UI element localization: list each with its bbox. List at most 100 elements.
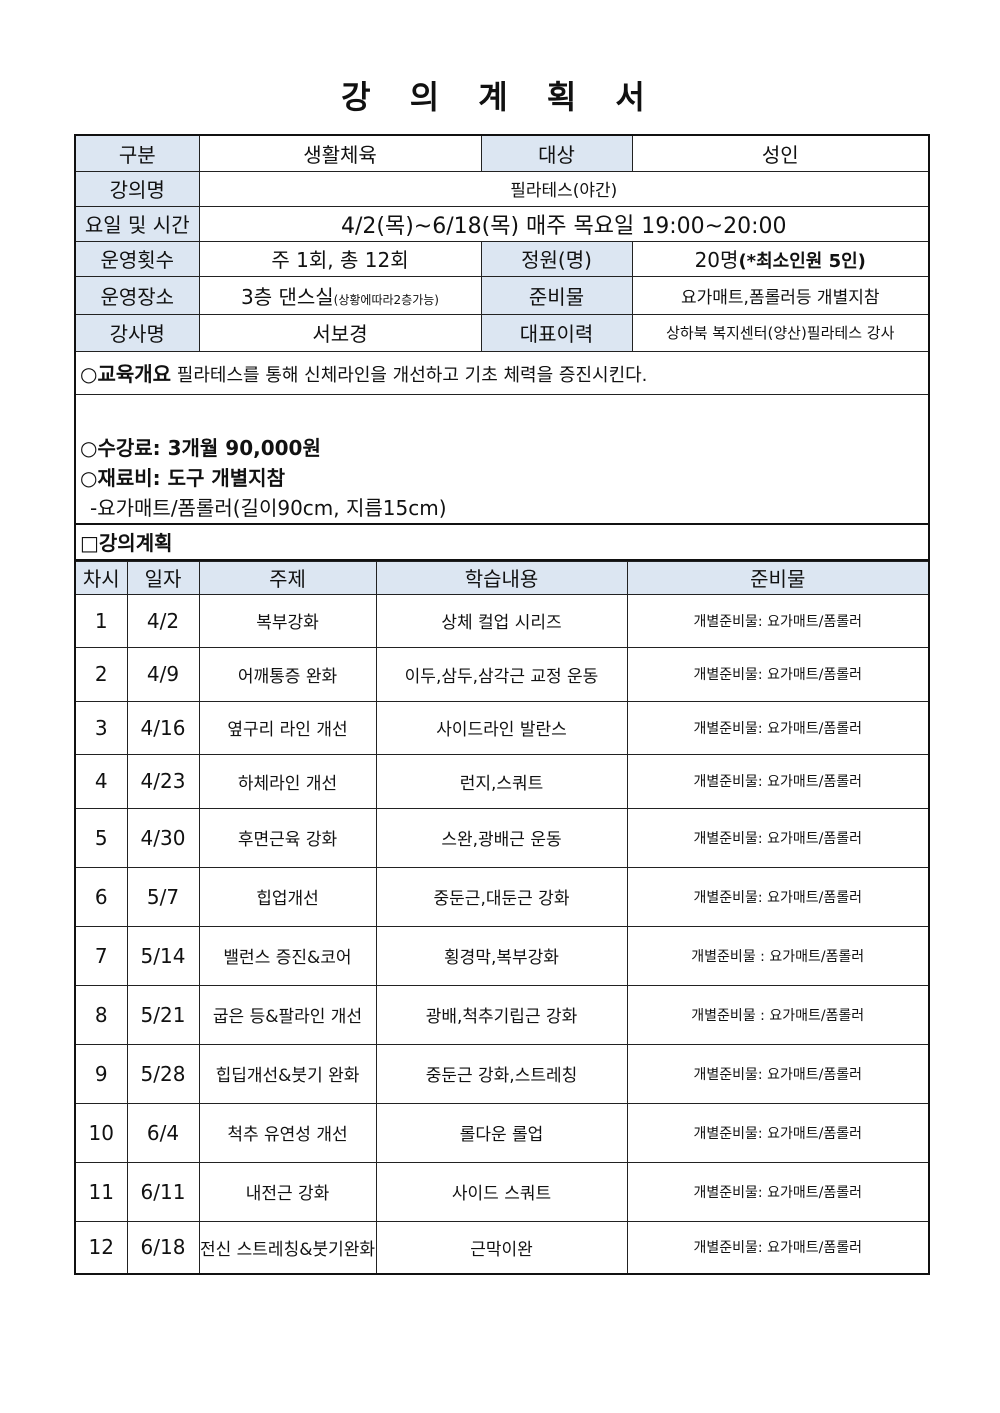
lesson-topic: 척추 유연성 개선 — [198, 1102, 377, 1163]
lesson-prep: 개별준비물: 요가매트/폼롤러 — [626, 866, 930, 927]
lesson-topic: 하체라인 개선 — [198, 753, 377, 809]
lesson-content: 근막이완 — [375, 1220, 628, 1275]
capacity-label: 정원(명) — [480, 240, 633, 277]
schedule-value: 4/2(목)~6/18(목) 매주 목요일 19:00~20:00 — [198, 205, 930, 242]
lesson-content: 이두,삼두,삼각근 교정 운동 — [375, 646, 628, 702]
lesson-content: 상체 컬업 시리즈 — [375, 593, 628, 648]
lesson-no: 5 — [74, 807, 128, 868]
lesson-no: 4 — [74, 753, 128, 809]
lesson-prep: 개별준비물: 요가매트/폼롤러 — [626, 753, 930, 809]
materials-detail: -요가매트/폼롤러(길이90cm, 지름15cm) — [90, 495, 447, 520]
lesson-date: 4/30 — [126, 807, 200, 868]
lesson-no: 10 — [74, 1102, 128, 1163]
lesson-row: 9 5/28 힙딥개선&붓기 완화 중둔근 강화,스트레칭 개별준비물: 요가매트/폼롤… — [74, 1043, 930, 1104]
lesson-content: 스완,광배근 운동 — [375, 807, 628, 868]
lesson-content: 사이드라인 발란스 — [375, 700, 628, 755]
overview: ○교육개요 필라테스를 통해 신체라인을 개선하고 기초 체력을 증진시킨다. — [74, 350, 930, 395]
lesson-no: 1 — [74, 593, 128, 648]
lesson-topic: 내전근 강화 — [198, 1161, 377, 1222]
lesson-no: 9 — [74, 1043, 128, 1104]
lesson-content: 중둔근,대둔근 강화 — [375, 866, 628, 927]
lesson-prep: 개별준비물 : 요가매트/폼롤러 — [626, 925, 930, 986]
lesson-row: 7 5/14 밸런스 증진&코어 횡경막,복부강화 개별준비물 : 요가매트/폼롤러 — [74, 925, 930, 986]
career-value: 상하북 복지센터(양산)필라테스 강사 — [631, 313, 930, 352]
lesson-row: 6 5/7 힙업개선 중둔근,대둔근 강화 개별준비물: 요가매트/폼롤러 — [74, 866, 930, 927]
lesson-row: 12 6/18 전신 스트레칭&붓기완화 근막이완 개별준비물: 요가매트/폼롤러 — [74, 1220, 930, 1275]
lesson-row: 3 4/16 옆구리 라인 개선 사이드라인 발란스 개별준비물: 요가매트/폼롤러 — [74, 700, 930, 755]
header-content: 학습내용 — [375, 560, 628, 595]
career-label: 대표이력 — [480, 313, 633, 352]
target-label: 대상 — [480, 134, 633, 172]
tuition: ○수강료: 3개월 90,000원 — [80, 435, 321, 460]
lesson-no: 11 — [74, 1161, 128, 1222]
lesson-prep: 개별준비물: 요가매트/폼롤러 — [626, 646, 930, 702]
overview-text: 필라테스를 통해 신체라인을 개선하고 기초 체력을 증진시킨다. — [176, 365, 648, 386]
place-note: (상황에따라2층가능) — [333, 292, 439, 307]
category-label: 구분 — [74, 134, 200, 172]
lesson-topic: 굽은 등&팔라인 개선 — [198, 984, 377, 1045]
schedule-label: 요일 및 시간 — [74, 205, 200, 242]
lesson-prep: 개별준비물: 요가매트/폼롤러 — [626, 807, 930, 868]
lesson-content: 횡경막,복부강화 — [375, 925, 628, 986]
lesson-no: 8 — [74, 984, 128, 1045]
lesson-date: 4/9 — [126, 646, 200, 702]
page-title: 강 의 계 획 서 — [341, 78, 659, 116]
lesson-content: 롤다운 롤업 — [375, 1102, 628, 1163]
lesson-topic: 전신 스트레칭&붓기완화 — [198, 1220, 377, 1275]
lesson-date: 5/28 — [126, 1043, 200, 1104]
course-value: 필라테스(야간) — [198, 170, 930, 207]
lesson-no: 2 — [74, 646, 128, 702]
lesson-prep: 개별준비물: 요가매트/폼롤러 — [626, 1043, 930, 1104]
supplies-value: 요가매트,폼롤러등 개별지참 — [631, 275, 930, 315]
lesson-date: 4/2 — [126, 593, 200, 648]
plan-table: 차시 일자 주제 학습내용 준비물 1 4/2 복부강화 상체 컬업 시리즈 개별준비물… — [74, 560, 930, 1275]
lesson-date: 4/23 — [126, 753, 200, 809]
header-prep: 준비물 — [626, 560, 930, 595]
lesson-prep: 개별준비물 : 요가매트/폼롤러 — [626, 984, 930, 1045]
capacity-note: (*최소인원 5인) — [738, 251, 866, 272]
lesson-date: 5/14 — [126, 925, 200, 986]
lesson-topic: 어깨통증 완화 — [198, 646, 377, 702]
lesson-row: 5 4/30 후면근육 강화 스완,광배근 운동 개별준비물: 요가매트/폼롤러 — [74, 807, 930, 868]
plan-section-title: □강의계획 — [74, 522, 930, 561]
place-value: 3층 댄스실(상황에따라2층가능) — [198, 275, 482, 315]
lesson-topic: 힙업개선 — [198, 866, 377, 927]
header-topic: 주제 — [198, 560, 377, 595]
lesson-no: 7 — [74, 925, 128, 986]
lesson-date: 6/4 — [126, 1102, 200, 1163]
lesson-topic: 복부강화 — [198, 593, 377, 648]
lesson-date: 6/11 — [126, 1161, 200, 1222]
lesson-prep: 개별준비물: 요가매트/폼롤러 — [626, 1102, 930, 1163]
instructor-label: 강사명 — [74, 313, 200, 352]
lesson-prep: 개별준비물: 요가매트/폼롤러 — [626, 700, 930, 755]
lesson-topic: 힙딥개선&붓기 완화 — [198, 1043, 377, 1104]
supplies-label: 준비물 — [480, 275, 633, 315]
lesson-row: 4 4/23 하체라인 개선 런지,스쿼트 개별준비물: 요가매트/폼롤러 — [74, 753, 930, 809]
lesson-row: 8 5/21 굽은 등&팔라인 개선 광배,척추기립근 강화 개별준비물 : 요가매트/… — [74, 984, 930, 1045]
lesson-content: 런지,스쿼트 — [375, 753, 628, 809]
course-label: 강의명 — [74, 170, 200, 207]
lesson-no: 3 — [74, 700, 128, 755]
lesson-date: 6/18 — [126, 1220, 200, 1275]
lesson-content: 광배,척추기립근 강화 — [375, 984, 628, 1045]
lesson-row: 1 4/2 복부강화 상체 컬업 시리즈 개별준비물: 요가매트/폼롤러 — [74, 593, 930, 648]
capacity-value: 20명(*최소인원 5인) — [631, 240, 930, 277]
lecture-plan-document: 구분 생활체육 대상 성인 강의명 필라테스(야간) 요일 및 시간 4/2(목)~6/1… — [74, 134, 930, 1275]
capacity: 20명 — [694, 248, 739, 272]
header-no: 차시 — [74, 560, 128, 595]
lesson-no: 12 — [74, 1220, 128, 1275]
lesson-row: 10 6/4 척추 유연성 개선 롤다운 롤업 개별준비물: 요가매트/폼롤러 — [74, 1102, 930, 1163]
fees-section: ○수강료: 3개월 90,000원 ○재료비: 도구 개별지참 -요가매트/폼롤… — [74, 393, 930, 524]
lesson-date: 5/7 — [126, 866, 200, 927]
place-label: 운영장소 — [74, 275, 200, 315]
lesson-date: 5/21 — [126, 984, 200, 1045]
header-date: 일자 — [126, 560, 200, 595]
instructor-value: 서보경 — [198, 313, 482, 352]
lesson-content: 중둔근 강화,스트레칭 — [375, 1043, 628, 1104]
lesson-topic: 밸런스 증진&코어 — [198, 925, 377, 986]
lesson-content: 사이드 스쿼트 — [375, 1161, 628, 1222]
lesson-prep: 개별준비물: 요가매트/폼롤러 — [626, 1220, 930, 1275]
info-table: 구분 생활체육 대상 성인 강의명 필라테스(야간) 요일 및 시간 4/2(목)~6/1… — [74, 134, 930, 561]
lesson-row: 2 4/9 어깨통증 완화 이두,삼두,삼각근 교정 운동 개별준비물: 요가매트/폼롤… — [74, 646, 930, 702]
category-value: 생활체육 — [198, 134, 482, 172]
